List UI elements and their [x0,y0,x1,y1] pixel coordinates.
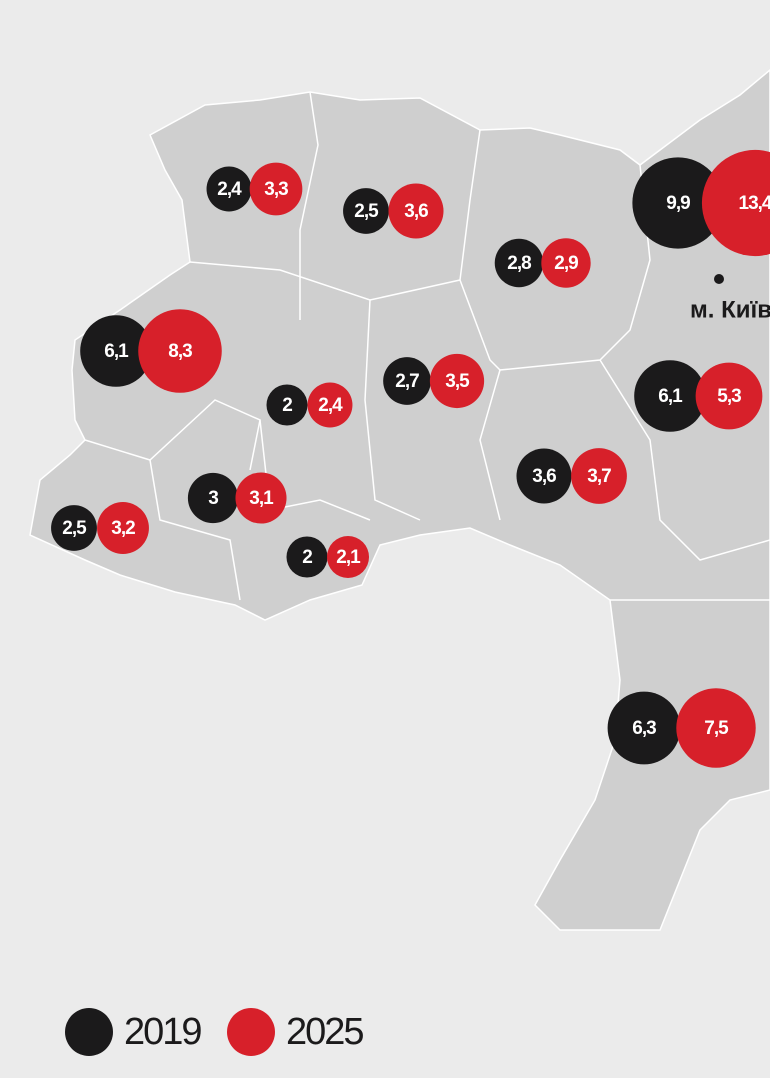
bubble [51,505,97,551]
value-label: 6,1 [658,386,683,407]
bubble [516,448,572,504]
value-label: 6,1 [104,341,129,362]
legend-label: 2019 [124,1011,201,1053]
bubble [187,472,239,524]
bubble [286,536,328,578]
value-label: 7,5 [704,718,729,739]
value-label: 2,5 [62,518,87,539]
value-label: 2 [302,547,312,568]
bubble [307,382,353,428]
bubble [429,353,485,409]
city-label: м. Київ [690,296,770,323]
value-label: 5,3 [717,386,741,407]
bubble [632,157,724,249]
legend-label: 2025 [286,1011,363,1053]
bubble [634,360,706,432]
bubble [607,691,681,765]
bubble [383,357,431,405]
value-label: 2,4 [318,395,343,416]
value-label: 2,9 [554,253,578,274]
value-label: 3,5 [445,371,470,392]
bubble [701,149,770,257]
value-label: 3 [208,488,218,509]
legend-marker [227,1008,275,1056]
bubble [676,688,756,768]
value-label: 9,9 [666,193,690,214]
value-label: 8,3 [168,341,192,362]
value-label: 3,1 [249,488,274,509]
city-dot [714,274,724,284]
bubble [494,238,544,288]
bubbles: 2,4 3,3 2,5 3,6 2,8 2,9 9,9 13,4 6,1 8,3 2 2,4 2,7 3,… [51,149,770,768]
value-label: 3,7 [587,466,611,487]
value-label: 3,2 [111,518,135,539]
bubble [343,188,389,234]
bubble [266,384,308,426]
value-label: 2,4 [217,179,242,200]
bubble [80,315,152,387]
value-label: 2 [282,395,292,416]
value-label: 3,3 [264,179,288,200]
value-label: 2,5 [354,201,379,222]
bubble [571,448,627,504]
bubble [97,502,149,554]
bubble [249,162,303,216]
value-label: 6,3 [632,718,656,739]
country-shape [29,69,770,931]
bubble [235,472,287,524]
value-label: 3,6 [404,201,428,222]
bubble [326,535,370,579]
bubble [541,238,591,288]
bubble [206,166,252,212]
legend: 2019 2025 [65,1008,365,1056]
value-label: 2,1 [336,547,361,568]
value-label: 3,6 [532,466,556,487]
value-label: 13,4 [739,193,770,214]
value-label: 2,7 [395,371,419,392]
bubble [695,362,763,430]
bubble [138,309,222,393]
value-label: 2,8 [507,253,531,274]
bubble [388,183,444,239]
legend-marker [65,1008,113,1056]
